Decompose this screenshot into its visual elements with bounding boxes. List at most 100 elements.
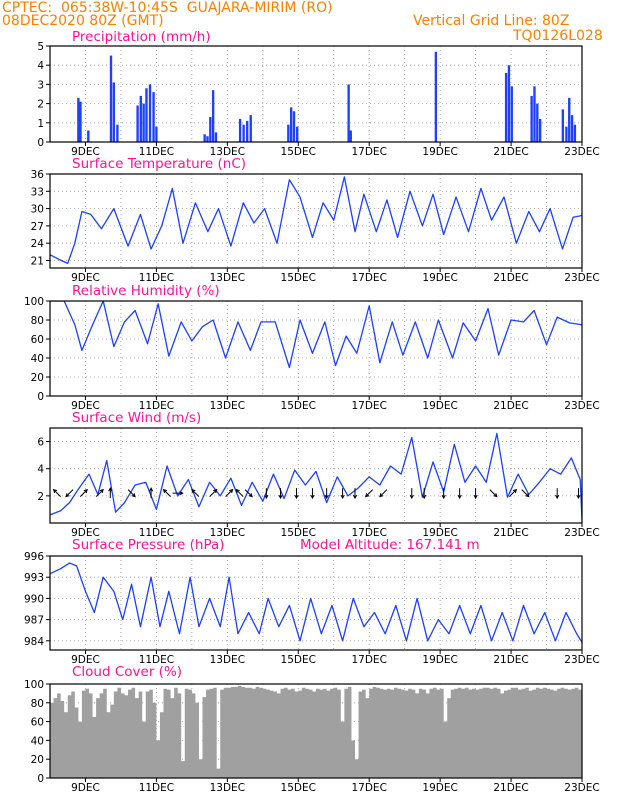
wind-arrow-head — [264, 494, 269, 500]
wind-arrow-shaft — [379, 489, 388, 497]
wind-arrow-head — [409, 494, 414, 500]
precip-bar — [538, 118, 542, 142]
pressure-title: Surface Pressure (hPa) — [72, 537, 225, 553]
cloud-xtick-label: 13DEC — [210, 782, 245, 794]
precip-bar — [504, 72, 508, 142]
wind-xtick-label: 23DEC — [564, 527, 599, 539]
temp-ytick-label: 24 — [31, 238, 45, 250]
wind-arrow-shaft — [225, 489, 233, 497]
pressure-series — [50, 562, 582, 643]
wind-arrow-shaft — [127, 489, 136, 497]
temp-xtick-label: 15DEC — [281, 272, 316, 284]
precip-frame — [49, 45, 583, 143]
wind-arrow-head — [324, 494, 329, 500]
precip-bar — [112, 82, 116, 142]
precip-bar — [211, 90, 215, 142]
wind-series — [50, 432, 582, 521]
wind-arrow-head — [352, 494, 358, 500]
wind-arrow-head — [65, 493, 70, 498]
temp-ytick-label: 21 — [31, 256, 44, 268]
wind-arrow-head — [441, 494, 446, 500]
precip-bar — [87, 130, 90, 142]
wind-arrow-head — [576, 494, 581, 500]
wind-arrow-head — [108, 487, 113, 492]
rh-xtick-label: 23DEC — [564, 400, 599, 412]
temp-xtick-label: 13DEC — [210, 272, 245, 284]
temp-ytick-label: 27 — [31, 221, 44, 233]
wind-arrow-head — [52, 488, 58, 494]
precip-bar — [242, 124, 245, 142]
temp-title: Surface Temperature (nC) — [72, 156, 247, 172]
precip-bar — [145, 88, 148, 142]
wind-arrow-head — [422, 494, 427, 500]
wind-arrow-shaft — [521, 489, 530, 497]
wind-arrow-head — [83, 488, 88, 494]
wind-frame — [49, 427, 583, 524]
rh-ytick-label: 0 — [37, 391, 44, 403]
precip-bar — [206, 136, 209, 142]
temp-xtick-label: 17DEC — [351, 272, 386, 284]
wind-arrow-shaft — [53, 489, 61, 497]
wind-arrow-head — [248, 493, 253, 498]
rh-ytick-label: 60 — [31, 334, 44, 346]
wind-arrow-head — [99, 488, 104, 494]
precip-bar — [116, 124, 119, 142]
precip-bar — [287, 124, 290, 142]
precip-bar — [536, 103, 539, 142]
wind-arrow-head — [310, 494, 315, 500]
precip-xtick-label: 21DEC — [493, 146, 528, 158]
pressure-xtick-label: 21DEC — [493, 654, 528, 666]
precip-bar — [77, 97, 80, 142]
cloud-xtick-label: 9DEC — [71, 782, 100, 794]
precip-title: Precipitation (mm/h) — [72, 29, 211, 45]
precip-bar — [434, 51, 438, 142]
wind-arrow-head — [191, 488, 196, 494]
cloud-ytick-label: 60 — [31, 717, 44, 729]
rh-xtick-label: 11DEC — [139, 400, 174, 412]
cloud-xtick-label: 17DEC — [351, 782, 386, 794]
pressure-xtick-label: 17DEC — [351, 654, 386, 666]
wind-ytick-label: 2 — [37, 491, 44, 503]
wind-arrow-head — [148, 487, 154, 492]
grid-line-note: Vertical Grid Line: 80Z — [413, 13, 570, 29]
cloud-xtick-label: 19DEC — [422, 782, 457, 794]
rh-series — [50, 301, 582, 369]
precip-bar — [109, 55, 113, 142]
cloud-xtick-label: 21DEC — [493, 782, 528, 794]
precip-bar — [568, 97, 571, 142]
rh-xtick-label: 9DEC — [71, 400, 100, 412]
wind-arrow-shaft — [365, 489, 374, 497]
rh-ytick-label: 40 — [31, 353, 44, 365]
cloud-ytick-label: 80 — [31, 698, 44, 710]
pressure-ytick-label: 993 — [24, 572, 44, 584]
wind-arrow-shaft — [235, 489, 244, 497]
wind-line — [50, 432, 582, 521]
pressure-xtick-label: 23DEC — [564, 654, 599, 666]
precip-bar — [349, 130, 352, 142]
wind-ytick-label: 4 — [37, 464, 44, 476]
cloud-xtick-label: 23DEC — [564, 782, 599, 794]
wind-arrow-head — [555, 494, 560, 500]
wind-arrow-head — [179, 491, 184, 496]
wind-arrow-head — [229, 488, 234, 494]
temp-xtick-label: 9DEC — [71, 272, 100, 284]
pressure-ytick-label: 984 — [24, 636, 44, 648]
precip-bar — [152, 92, 155, 142]
precip-xtick-label: 23DEC — [564, 146, 599, 158]
pressure-xtick-label: 11DEC — [139, 654, 174, 666]
wind-arrow-head — [525, 493, 530, 498]
precip-bar — [203, 134, 206, 142]
precip-bar — [246, 120, 249, 142]
rh-title: Relative Humidity (%) — [72, 283, 220, 299]
temp-line — [50, 176, 582, 265]
precip-ytick-label: 1 — [37, 118, 44, 130]
temp-xtick-label: 21DEC — [493, 272, 528, 284]
cloud-series — [50, 685, 582, 778]
pressure-xtick-label: 13DEC — [210, 654, 245, 666]
rh-xtick-label: 21DEC — [493, 400, 528, 412]
precip-bar — [533, 86, 536, 142]
wind-arrow-shaft — [65, 489, 74, 497]
wind-arrow-head — [493, 493, 498, 498]
precip-bar — [573, 124, 577, 142]
rh-ytick-label: 20 — [31, 372, 44, 384]
